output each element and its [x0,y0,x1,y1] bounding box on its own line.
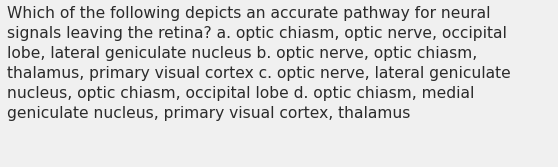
Text: Which of the following depicts an accurate pathway for neural
signals leaving th: Which of the following depicts an accura… [7,6,511,121]
